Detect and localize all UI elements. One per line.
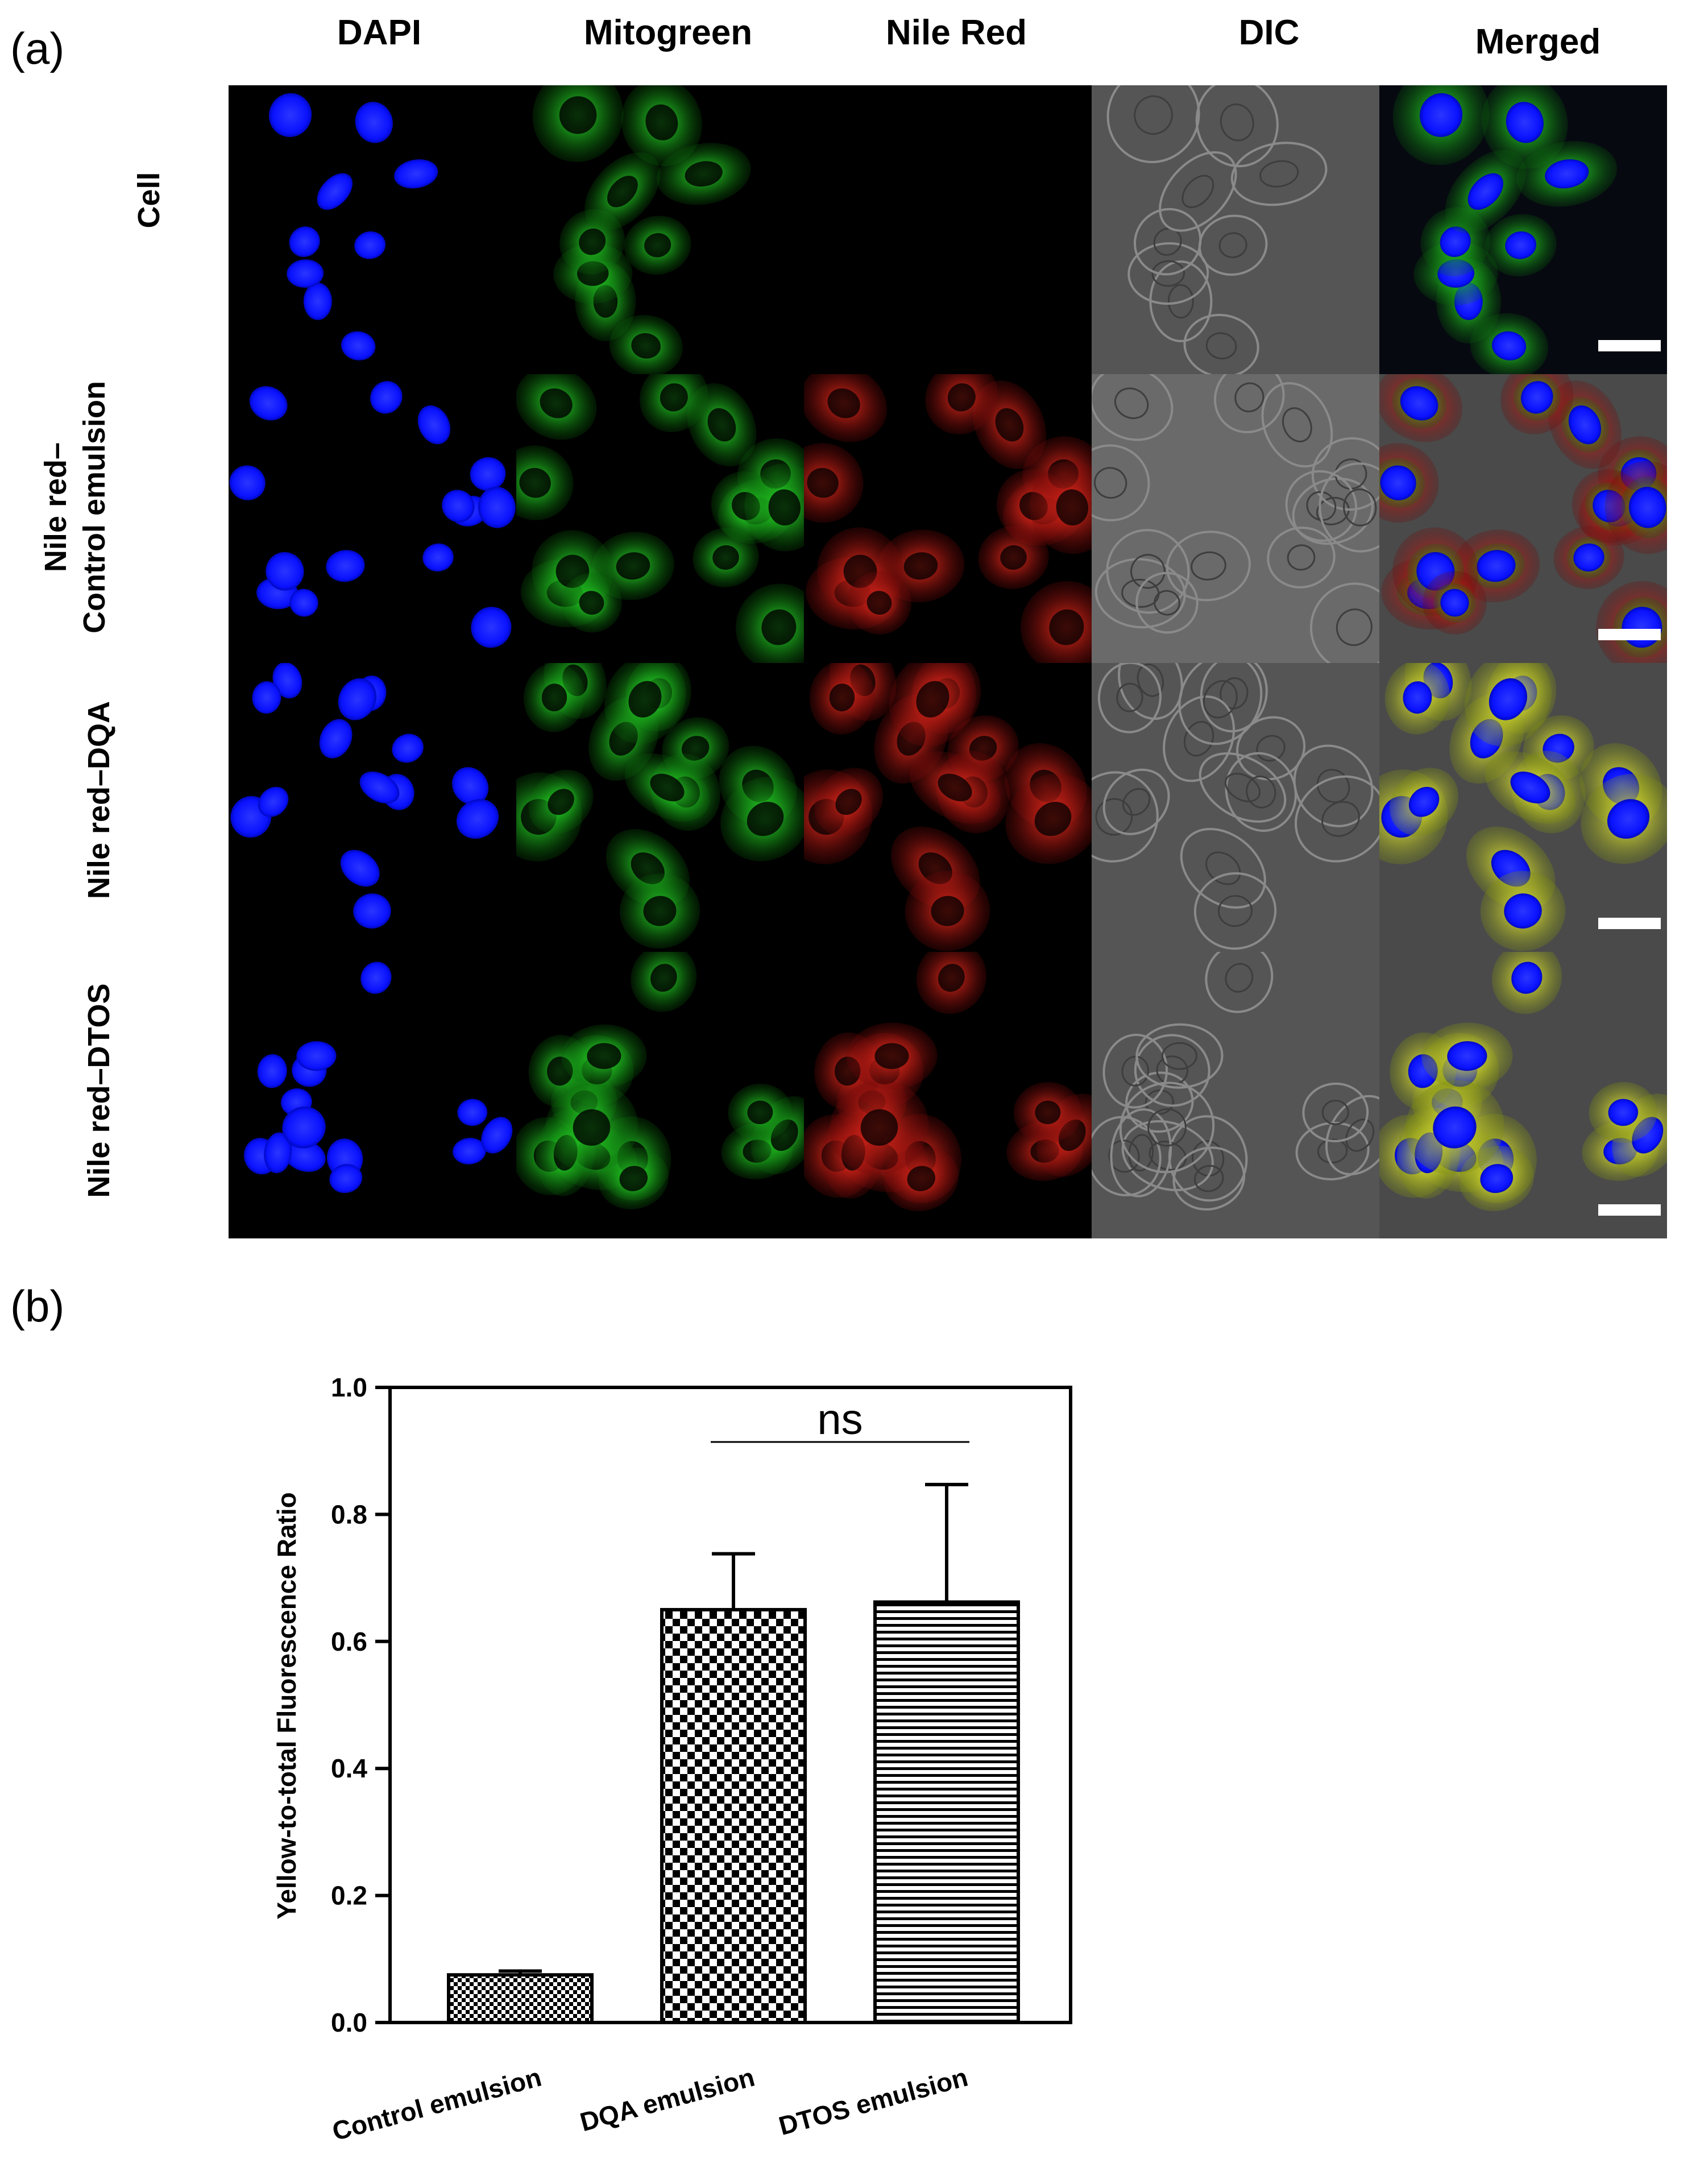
bar-dqa-emulsion xyxy=(662,1610,805,2023)
x-tick-label: Control emulsion xyxy=(329,2062,545,2146)
y-axis-label: Yellow-to-total Fluorescence Ratio xyxy=(272,1492,301,1919)
y-tick-label: 0.6 xyxy=(331,1627,367,1656)
y-tick-label: 0.4 xyxy=(331,1754,367,1783)
y-tick-label: 0.2 xyxy=(331,1881,367,1911)
x-tick-label: DTOS emulsion xyxy=(776,2062,971,2141)
y-tick-label: 0.8 xyxy=(331,1499,367,1529)
y-tick-label: 1.0 xyxy=(331,1373,367,1402)
bar-control-emulsion xyxy=(449,1975,592,2023)
y-tick-label: 0.0 xyxy=(331,2008,367,2037)
x-tick-label: DQA emulsion xyxy=(577,2062,758,2137)
significance-label: ns xyxy=(817,1395,863,1444)
bar-dtos-emulsion xyxy=(875,1602,1018,2023)
